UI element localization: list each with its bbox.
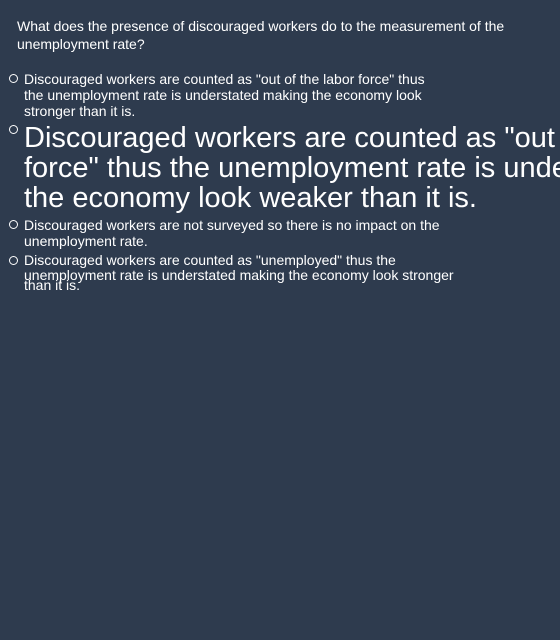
- answer-option-c[interactable]: Discouraged workers are not surveyed so …: [0, 217, 560, 253]
- answer-option-b-label: Discouraged workers are counted as "out …: [24, 123, 560, 213]
- radio-button-b[interactable]: [9, 125, 18, 134]
- radio-button-d[interactable]: [9, 256, 18, 265]
- answer-line: the unemployment rate is understated mak…: [24, 87, 422, 103]
- answer-option-d[interactable]: Discouraged workers are counted as "unem…: [0, 253, 560, 295]
- question-text: What does the presence of discouraged wo…: [17, 18, 505, 52]
- answer-option-b[interactable]: Discouraged workers are counted as "out …: [0, 123, 560, 215]
- answer-option-a-label: Discouraged workers are counted as "out …: [24, 71, 444, 119]
- answer-line: the economy look weaker than it is.: [24, 182, 477, 214]
- answer-option-c-label: Discouraged workers are not surveyed so …: [24, 217, 464, 249]
- answer-line: Discouraged workers are not surveyed so …: [24, 217, 440, 233]
- answer-option-d-label: Discouraged workers are counted as "unem…: [24, 253, 464, 293]
- answer-line: Discouraged workers are counted as "out …: [24, 123, 560, 154]
- answer-option-a[interactable]: Discouraged workers are counted as "out …: [0, 71, 560, 121]
- answer-line: unemployment rate is understated making …: [24, 267, 454, 283]
- radio-button-c[interactable]: [9, 220, 18, 229]
- answer-line: stronger than it is.: [24, 103, 136, 119]
- radio-button-a[interactable]: [9, 74, 18, 83]
- answer-line: Discouraged workers are counted as "out …: [24, 71, 425, 87]
- answer-line: force" thus the unemployment rate is und…: [24, 152, 560, 184]
- answer-line: than it is.: [24, 277, 81, 293]
- answer-line: unemployment rate.: [24, 233, 148, 249]
- answer-line: Discouraged workers are counted as "unem…: [24, 253, 396, 268]
